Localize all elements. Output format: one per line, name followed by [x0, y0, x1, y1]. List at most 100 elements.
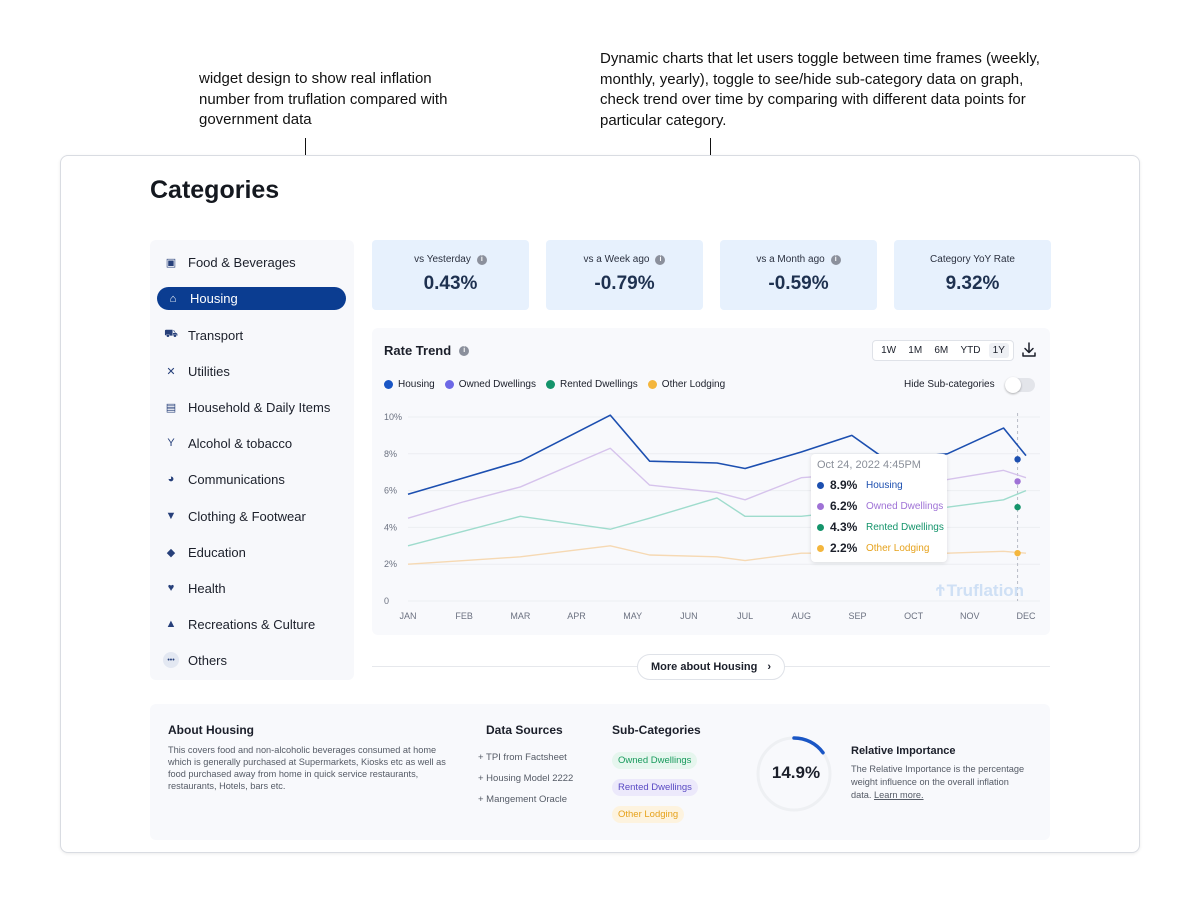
- about-text: This covers food and non-alcoholic bever…: [168, 745, 446, 791]
- legend-item[interactable]: Other Lodging: [647, 379, 726, 390]
- more-about-label: More about Housing: [651, 661, 758, 673]
- hover-point: [1014, 549, 1021, 557]
- stat-label: vs a Week ago i: [546, 254, 703, 265]
- legend-label: Housing: [398, 379, 435, 390]
- tooltip-row: 2.2% Other Lodging: [817, 541, 929, 555]
- sidebar-item[interactable]: ⛟ Transport: [158, 324, 345, 346]
- legend-item[interactable]: Rented Dwellings: [545, 379, 638, 390]
- sidebar-item-label: Food & Beverages: [188, 254, 296, 270]
- series-line-rented-dwellings: [407, 489, 1027, 547]
- annotation-chart-note: Dynamic charts that let users toggle bet…: [600, 50, 1040, 129]
- tooltip-dot: [817, 544, 824, 552]
- shirt-icon: ▼: [165, 510, 177, 522]
- y-tick-label: 0: [384, 596, 389, 606]
- sidebar-item[interactable]: ••• Others: [158, 649, 345, 671]
- info-icon[interactable]: i: [459, 345, 470, 356]
- info-icon[interactable]: i: [655, 254, 666, 265]
- wine-glass-icon: Y: [167, 437, 175, 449]
- tooltip-dot: [817, 481, 824, 489]
- chevron-right-icon: ›: [767, 661, 771, 673]
- y-tick-label: 2%: [384, 559, 397, 569]
- timeframe-button[interactable]: 1W: [881, 345, 897, 356]
- mountain-icon: ▲: [165, 618, 177, 630]
- more-about-button[interactable]: More about Housing ›: [637, 654, 785, 680]
- chart-legend: Housing Owned Dwellings Rented Dwellings Ot…: [384, 379, 725, 390]
- rate-trend-chart[interactable]: 0 2% 4% 6% 8% 10% JAN FEB MAR APR MAY JUN JUL AUG SEP O…: [372, 400, 1050, 630]
- data-sources-title: Data Sources: [486, 723, 563, 737]
- timeframe-button[interactable]: 6M: [934, 345, 949, 356]
- toggle-knob: [1005, 377, 1021, 393]
- ring-progress: [792, 736, 825, 755]
- sidebar-item-label: Alcohol & tobacco: [188, 435, 293, 451]
- sidebar-item[interactable]: Y Alcohol & tobacco: [158, 432, 345, 454]
- tooltip-series-name: Rented Dwellings: [866, 521, 944, 533]
- truflation-watermark: Ϯ Truflation: [936, 581, 1024, 601]
- stat-label-text: vs a Month ago: [756, 254, 825, 265]
- x-tick-label: SEP: [848, 611, 866, 621]
- sidebar-item[interactable]: ⌂ Housing: [158, 288, 345, 309]
- relative-importance-ring: [756, 736, 832, 812]
- sidebar-item[interactable]: ◆ Education: [158, 541, 345, 563]
- series-line-housing: [407, 414, 1027, 496]
- sidebar-item[interactable]: ♥ Health: [158, 577, 345, 599]
- x-tick-label: JUN: [680, 611, 698, 621]
- sub-categories-title: Sub-Categories: [612, 723, 701, 737]
- sidebar-item-label: Household & Daily Items: [188, 399, 331, 415]
- sidebar-item[interactable]: ▤ Household & Daily Items: [158, 396, 345, 418]
- y-tick-label: 8%: [384, 449, 397, 459]
- household-icon: ▤: [165, 401, 177, 414]
- hover-point: [1014, 478, 1021, 485]
- sidebar-item[interactable]: ▼ Clothing & Footwear: [158, 505, 345, 527]
- graduation-cap-icon: ◆: [166, 546, 176, 559]
- tooltip-dot: [817, 523, 824, 531]
- tooltip-dot: [817, 502, 824, 510]
- tooltip-value: 4.3%: [830, 520, 858, 534]
- stat-card: vs a Week ago i -0.79%: [546, 240, 703, 310]
- info-icon[interactable]: i: [830, 254, 841, 265]
- sidebar-item[interactable]: ✕ Utilities: [158, 360, 345, 382]
- chart-title-text: Rate Trend: [384, 343, 452, 358]
- sidebar-item-label: Housing: [190, 291, 238, 306]
- stat-value: -0.59%: [768, 273, 829, 294]
- more-icon: •••: [163, 652, 179, 668]
- legend-item[interactable]: Housing: [384, 379, 435, 390]
- series-line-owned-dwellings: [407, 447, 1027, 519]
- hide-subcategories-toggle[interactable]: [1005, 377, 1035, 393]
- sub-category-chip[interactable]: Rented Dwellings: [612, 779, 698, 796]
- timeframe-button[interactable]: 1M: [908, 345, 923, 356]
- legend-dot: [545, 380, 555, 389]
- stat-card: Category YoY Rate 9.32%: [894, 240, 1051, 310]
- learn-more-link[interactable]: Learn more.: [874, 790, 924, 800]
- timeframe-button[interactable]: YTD: [960, 345, 981, 356]
- tooltip-series-name: Housing: [866, 479, 903, 491]
- data-source-item: + Mangement Oracle: [478, 794, 567, 805]
- sub-category-chip[interactable]: Owned Dwellings: [612, 752, 698, 769]
- timeframe-selector: 1W 1M 6M YTD 1Y: [872, 340, 1014, 361]
- download-icon[interactable]: [1020, 341, 1038, 359]
- relative-importance-title: Relative Importance: [851, 745, 956, 757]
- stat-value: 0.43%: [423, 273, 478, 294]
- x-tick-label: MAR: [510, 611, 531, 621]
- x-tick-label: NOV: [960, 611, 980, 621]
- y-tick-label: 10%: [384, 412, 402, 422]
- y-tick-label: 4%: [384, 522, 397, 532]
- x-tick-label: OCT: [904, 611, 924, 621]
- sidebar-item[interactable]: ▣ Food & Beverages: [158, 251, 345, 273]
- legend-label: Other Lodging: [661, 379, 726, 390]
- category-sidebar: [150, 240, 354, 680]
- info-icon[interactable]: i: [476, 254, 487, 265]
- tooltip-value: 8.9%: [830, 478, 858, 492]
- chart-title: Rate Trend i: [384, 343, 470, 358]
- timeframe-button[interactable]: 1Y: [988, 343, 1009, 358]
- x-tick-label: JAN: [399, 611, 416, 621]
- x-tick-label: DEC: [1016, 611, 1036, 621]
- relative-importance-text: The Relative Importance is the percentag…: [851, 763, 1026, 802]
- sub-category-chip[interactable]: Other Lodging: [612, 806, 685, 823]
- legend-item[interactable]: Owned Dwellings: [444, 379, 536, 390]
- stat-label: vs Yesterday i: [372, 254, 529, 265]
- sidebar-item[interactable]: ◕ Communications: [158, 468, 345, 490]
- x-tick-label: APR: [567, 611, 586, 621]
- sidebar-item[interactable]: ▲ Recreations & Culture: [158, 613, 345, 635]
- x-tick-label: MAY: [623, 611, 642, 621]
- transport-icon: ⛟: [164, 328, 178, 340]
